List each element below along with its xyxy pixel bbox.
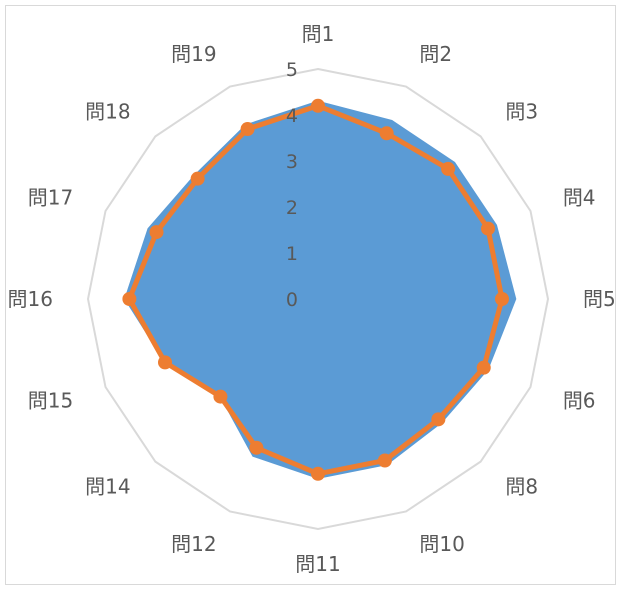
series-2-point bbox=[379, 126, 394, 141]
series-2-point bbox=[240, 122, 255, 137]
category-label: 問12 bbox=[171, 532, 216, 556]
category-label: 問10 bbox=[419, 532, 464, 556]
tick-label: 1 bbox=[286, 243, 298, 265]
series-2-point bbox=[441, 161, 456, 176]
series-2-point bbox=[311, 466, 325, 481]
series-2-point bbox=[122, 292, 137, 306]
category-label: 問8 bbox=[505, 474, 538, 498]
series-2-point bbox=[213, 389, 228, 404]
category-label: 問16 bbox=[8, 287, 53, 311]
category-label: 問6 bbox=[563, 388, 596, 412]
category-label: 問19 bbox=[171, 42, 216, 66]
tick-label: 0 bbox=[286, 289, 298, 311]
radar-series bbox=[122, 98, 517, 481]
series-1-area bbox=[124, 100, 517, 479]
series-2-point bbox=[377, 453, 392, 468]
category-label: 問3 bbox=[505, 100, 538, 124]
tick-label: 3 bbox=[286, 151, 298, 173]
series-2-point bbox=[311, 98, 325, 113]
category-label: 問5 bbox=[583, 287, 616, 311]
category-label: 問18 bbox=[85, 100, 130, 124]
tick-label: 5 bbox=[286, 59, 298, 81]
tick-label: 4 bbox=[286, 105, 298, 127]
grid-ring-outer bbox=[86, 67, 550, 531]
tick-label: 2 bbox=[286, 197, 298, 219]
series-2-point bbox=[495, 292, 509, 306]
category-labels: 問1 問2 問3 問4 問5 問6 問8 問10 問11 問12 問14 問15 問16 問17 問18 問1… bbox=[8, 22, 616, 576]
category-label: 問2 bbox=[419, 42, 452, 66]
category-label: 問14 bbox=[85, 474, 130, 498]
series-2-point bbox=[431, 412, 446, 427]
category-label: 問15 bbox=[28, 388, 73, 412]
series-2-point bbox=[158, 355, 173, 370]
series-2-point bbox=[476, 360, 491, 375]
radar-grid bbox=[86, 67, 550, 531]
series-2-point bbox=[480, 221, 495, 236]
series-2-point bbox=[149, 225, 164, 240]
radial-tick-labels: 0 1 2 3 4 5 bbox=[286, 59, 298, 311]
series-2-point bbox=[190, 171, 205, 186]
category-label: 問1 bbox=[302, 22, 335, 46]
category-label: 問4 bbox=[563, 186, 596, 210]
category-label: 問11 bbox=[295, 552, 340, 576]
series-2-point bbox=[249, 440, 264, 455]
category-label: 問17 bbox=[28, 186, 73, 210]
